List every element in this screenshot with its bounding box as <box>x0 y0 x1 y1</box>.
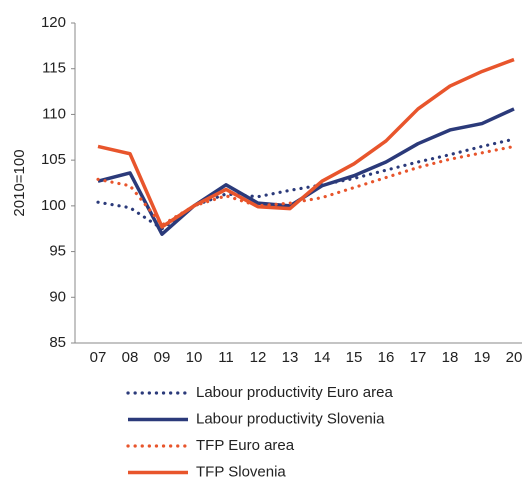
y-tick-label: 85 <box>49 334 66 351</box>
x-tick-label: 13 <box>282 349 299 366</box>
y-tick-label: 105 <box>41 151 66 168</box>
x-tick-label: 17 <box>410 349 427 366</box>
y-tick-label: 95 <box>49 243 66 260</box>
x-tick-label: 18 <box>442 349 459 366</box>
y-tick-label: 110 <box>42 105 66 122</box>
legend-label: Labour productivity Euro area <box>196 384 393 401</box>
x-tick-label: 16 <box>378 349 395 366</box>
x-tick-label: 10 <box>186 349 203 366</box>
x-tick-label: 15 <box>346 349 363 366</box>
x-tick-label: 19 <box>474 349 491 366</box>
legend-label: TFP Slovenia <box>196 463 286 480</box>
x-tick-label: 14 <box>314 349 331 366</box>
series-line <box>96 137 516 231</box>
series-line <box>97 107 515 236</box>
legend-label: TFP Euro area <box>196 437 295 454</box>
x-tick-label: 09 <box>154 349 171 366</box>
x-tick-label: 12 <box>250 349 267 366</box>
y-tick-label: 90 <box>49 288 66 305</box>
series-line <box>96 144 516 227</box>
y-tick-label: 120 <box>41 14 66 31</box>
y-tick-label: 115 <box>42 60 66 77</box>
x-tick-label: 20 <box>506 349 523 366</box>
x-tick-label: 07 <box>90 349 107 366</box>
series-line <box>97 57 515 229</box>
x-tick-label: 11 <box>218 349 234 366</box>
y-axis-label: 2010=100 <box>11 149 28 216</box>
x-tick-label: 08 <box>122 349 139 366</box>
y-tick-label: 100 <box>41 197 66 214</box>
legend-label: Labour productivity Slovenia <box>196 410 385 427</box>
